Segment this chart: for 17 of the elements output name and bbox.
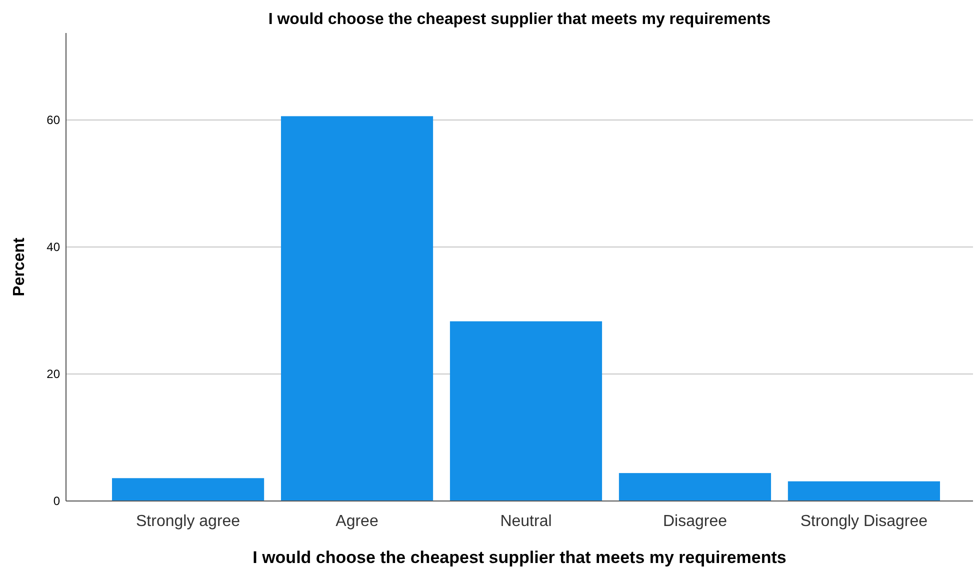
chart-title: I would choose the cheapest supplier that meets my requirements [268,11,771,28]
y-tick-label: 40 [46,240,60,254]
bar [450,321,602,501]
x-tick-label: Neutral [500,513,552,530]
y-tick-label: 20 [46,367,60,382]
bar [788,481,940,501]
x-tick-label: Disagree [662,513,728,530]
bar [112,478,264,501]
bar [280,116,434,501]
y-tick-label: 60 [46,113,60,128]
y-tick-label: 0 [53,494,60,508]
bar [618,473,772,501]
x-tick-label: Strongly agree [136,513,240,530]
x-tick-label: Strongly Disagree [800,513,928,530]
x-tick-label: Agree [336,513,378,530]
x-axis-title: I would choose the cheapest supplier that meets my requirements [252,548,786,567]
y-axis-title: Percent [11,236,28,296]
